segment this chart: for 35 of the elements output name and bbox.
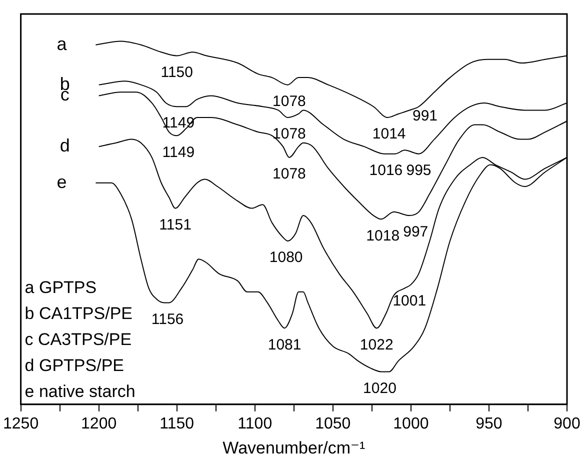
annotation: 997 xyxy=(403,224,428,241)
annotation: 1151 xyxy=(159,216,192,234)
x-tick-label: 1100 xyxy=(238,415,272,432)
annotation: 991 xyxy=(412,107,438,124)
annotation: 1014 xyxy=(372,126,406,143)
annotation: 1022 xyxy=(360,336,394,354)
annotation: 1016 xyxy=(369,162,403,179)
annotation: c CA3TPS/PE xyxy=(24,330,132,350)
annotation: a GPTPS xyxy=(24,278,97,298)
x-axis-title: Wavenumber/cm⁻¹ xyxy=(222,438,366,458)
x-tick-label: 1200 xyxy=(81,415,117,432)
annotation: 995 xyxy=(406,162,432,179)
annotation: 1080 xyxy=(269,249,303,266)
annotation: 1150 xyxy=(160,64,193,81)
series-label: d xyxy=(60,136,70,156)
annotation: 1020 xyxy=(363,380,396,397)
x-tick-label: 1050 xyxy=(315,415,351,432)
x-tick-label: 950 xyxy=(476,415,502,432)
x-tick-label: 1250 xyxy=(3,415,39,432)
annotation: b CA1TPS/PE xyxy=(24,304,133,324)
annotation: 1078 xyxy=(272,166,306,183)
annotation: 1078 xyxy=(272,126,306,143)
x-tick-label: 1000 xyxy=(393,415,429,432)
annotation: 1081 xyxy=(268,336,302,354)
annotation: 1149 xyxy=(162,144,195,161)
x-tick-label: 900 xyxy=(554,415,580,432)
series-label: a xyxy=(56,34,68,54)
annotation: d GPTPS/PE xyxy=(24,356,124,376)
annotation: 1018 xyxy=(366,227,400,244)
x-tick-label: 1150 xyxy=(160,415,194,432)
annotation: e native starch xyxy=(24,382,136,402)
annotation: 1001 xyxy=(392,292,426,310)
annotation: 1156 xyxy=(151,310,184,328)
series-label: e xyxy=(56,172,67,192)
annotation: 1078 xyxy=(272,92,306,110)
